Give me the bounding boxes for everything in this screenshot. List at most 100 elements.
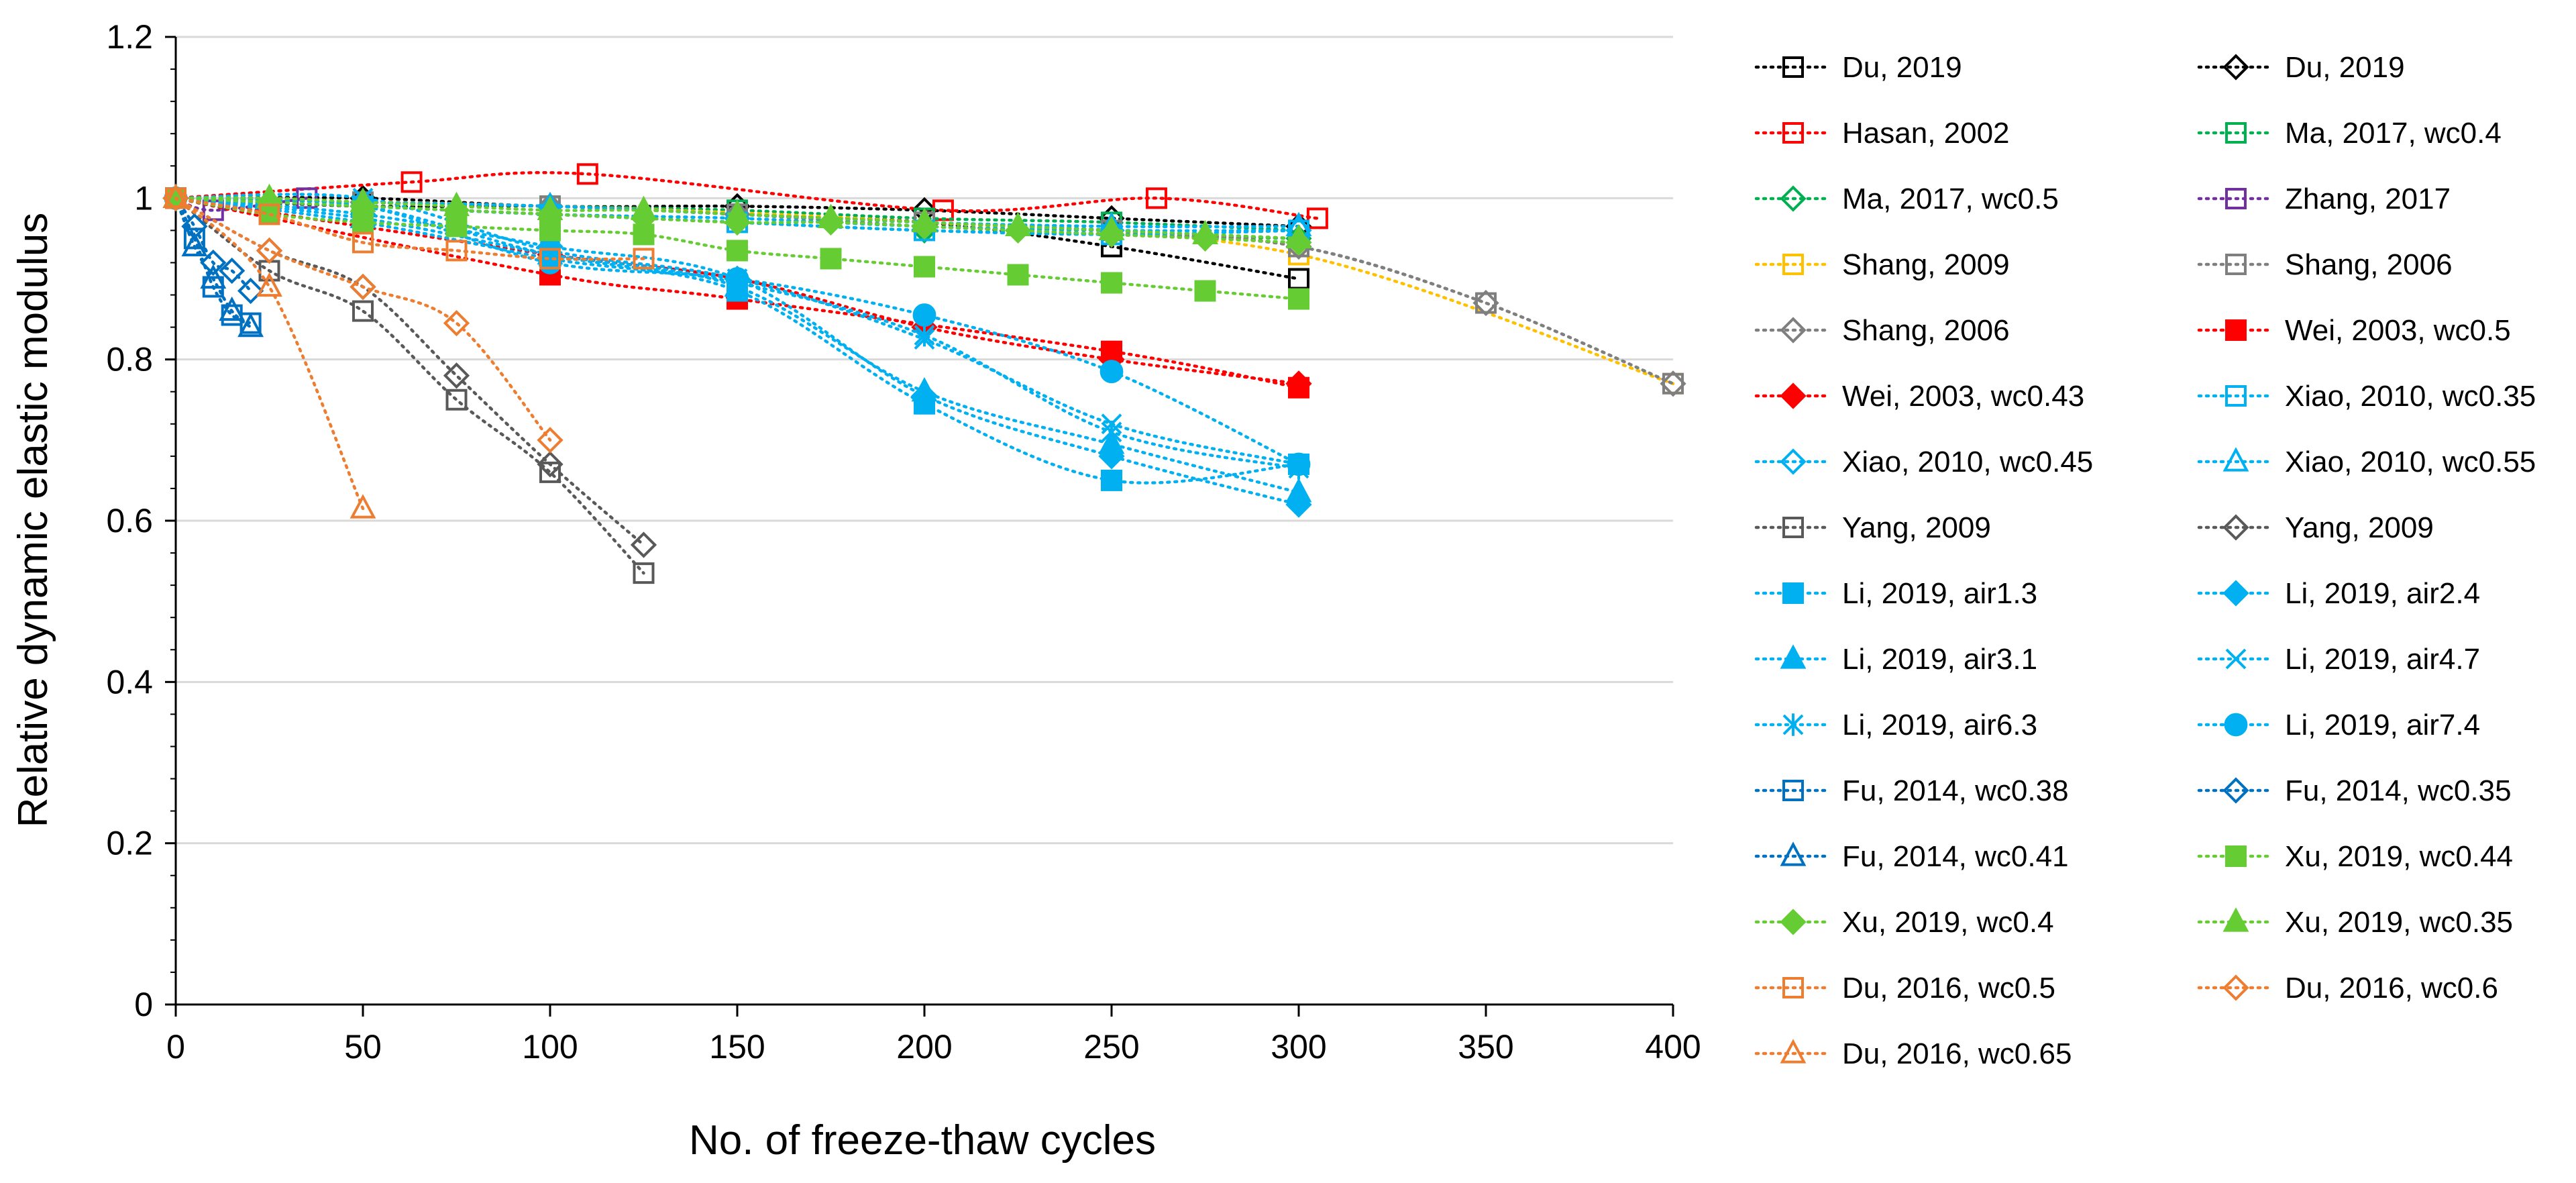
data-point [237, 312, 264, 338]
legend-label: Li, 2019, air4.7 [2285, 643, 2480, 676]
series-line [174, 197, 1301, 466]
legend-marker [2225, 122, 2247, 144]
data-point [296, 187, 318, 209]
legend-item: Du, 2016, wc0.5 [1754, 972, 2055, 1005]
legend-item: Li, 2019, air1.3 [1754, 577, 2037, 610]
legend-marker [2222, 777, 2249, 804]
data-point [1285, 478, 1312, 503]
legend-item: Yang, 2009 [1754, 511, 1991, 544]
series-27 [162, 183, 1312, 249]
data-point [256, 237, 283, 264]
legend-label: Wei, 2003, wc0.5 [2285, 314, 2511, 347]
legend-item: Du, 2016, wc0.65 [1754, 1037, 2072, 1070]
tick-labels: 0 0.2 0.4 0.6 0.8 1 1.2 0 50 100 150 200 250 300 350 40… [106, 18, 1701, 1066]
legend-item: Zhang, 2017 [2197, 183, 2451, 215]
x-tick-label: 200 [896, 1028, 952, 1066]
legend-marker [1782, 582, 1804, 604]
legend-marker [1782, 977, 1804, 998]
legend-item: Du, 2019 [1754, 51, 1962, 84]
y-tick-label: 1.2 [106, 18, 153, 56]
legend-marker [1780, 1039, 1807, 1064]
data-point [443, 309, 470, 337]
legend-item: Ma, 2017, wc0.5 [1754, 183, 2059, 215]
data-point [200, 249, 227, 276]
legend-label: Li, 2019, air7.4 [2285, 709, 2480, 741]
data-point [256, 272, 282, 297]
legend-item: Li, 2019, air2.4 [2197, 577, 2480, 610]
data-point [1288, 268, 1309, 290]
legend-item: Hasan, 2002 [1754, 117, 2010, 150]
legend-label: Xiao, 2010, wc0.55 [2285, 446, 2536, 478]
data-point [1099, 360, 1124, 384]
legend-label: Zhang, 2017 [2285, 183, 2451, 215]
legend-marker [1780, 317, 1807, 344]
legend-label: Ma, 2017, wc0.4 [2285, 117, 2502, 150]
data-point [162, 183, 189, 208]
legend-item: Yang, 2009 [2197, 511, 2434, 544]
data-point [539, 248, 561, 270]
legend-label: Xu, 2019, wc0.4 [1842, 906, 2054, 939]
x-tick-label: 150 [709, 1028, 765, 1066]
legend-label: Du, 2019 [2285, 51, 2405, 84]
legend-label: Fu, 2014, wc0.38 [1842, 774, 2069, 807]
legend-label: Hasan, 2002 [1842, 117, 2010, 150]
data-point [256, 237, 283, 264]
legend-marker [2225, 188, 2247, 209]
series-line [174, 197, 1301, 470]
legend-marker [1782, 56, 1804, 78]
x-axis-title: No. of freeze-thaw cycles [689, 1117, 1156, 1164]
data-point [1285, 370, 1312, 397]
y-tick-label: 0.2 [106, 825, 153, 862]
legend-item: Ma, 2017, wc0.4 [2197, 117, 2502, 150]
y-tick-label: 0 [134, 986, 153, 1023]
data-point [912, 303, 936, 327]
data-point [911, 207, 938, 232]
data-point [725, 267, 749, 291]
legend-marker [2225, 845, 2247, 867]
legend-label: Shang, 2006 [2285, 248, 2453, 281]
y-tick-label: 1 [134, 179, 153, 217]
legend-item: Xiao, 2010, wc0.45 [1754, 446, 2093, 478]
data-point [537, 427, 564, 454]
data-point [631, 195, 657, 220]
legend-item: Shang, 2006 [2197, 248, 2453, 281]
legend-marker [1782, 254, 1804, 275]
data-point [181, 213, 208, 240]
x-tick-label: 350 [1458, 1028, 1513, 1066]
legend-label: Li, 2019, air3.1 [1842, 643, 2037, 676]
data-point [1287, 452, 1311, 476]
legend-marker [1780, 448, 1807, 475]
data-point [445, 240, 468, 262]
legend-label: Li, 2019, air1.3 [1842, 577, 2037, 610]
legend-item: Li, 2019, air3.1 [1754, 643, 2037, 676]
data-point [914, 323, 935, 347]
legend-item: Du, 2016, wc0.6 [2197, 972, 2498, 1005]
data-point [537, 195, 564, 220]
series-29 [162, 185, 564, 454]
legend-label: Yang, 2009 [1842, 511, 1991, 544]
data-point [256, 183, 282, 208]
legend-label: Du, 2016, wc0.6 [2285, 972, 2498, 1005]
data-point [537, 451, 564, 478]
data-point [1288, 288, 1309, 310]
series-line [174, 197, 645, 575]
plot-series [162, 163, 1686, 584]
legend-marker [2225, 254, 2247, 275]
legend-item: Li, 2019, air6.3 [1754, 709, 2037, 741]
legend-marker [2225, 319, 2247, 341]
legend-item: Shang, 2009 [1754, 248, 2010, 281]
data-point [1005, 211, 1031, 236]
legend-label: Xiao, 2010, wc0.35 [2285, 380, 2536, 413]
legend-item: Li, 2019, air4.7 [2197, 643, 2480, 676]
legend-label: Du, 2016, wc0.65 [1842, 1037, 2072, 1070]
legend-item: Fu, 2014, wc0.38 [1754, 774, 2069, 807]
data-point [724, 199, 751, 224]
data-point [914, 256, 935, 278]
legend-item: Xiao, 2010, wc0.55 [2197, 446, 2536, 478]
data-point [219, 257, 246, 285]
legend-item: Du, 2019 [2197, 51, 2405, 84]
gridlines [176, 36, 1673, 845]
y-axis-title: Relative dynamic elastic modulus [10, 213, 56, 828]
legend-label: Xu, 2019, wc0.35 [2285, 906, 2513, 939]
legend-item: Fu, 2014, wc0.41 [1754, 840, 2069, 873]
